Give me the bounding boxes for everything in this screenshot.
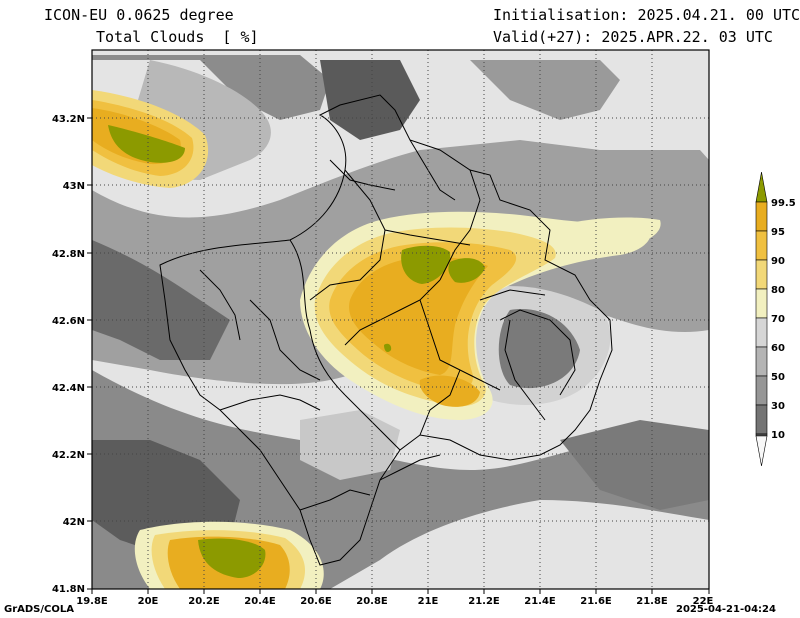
colorbar-swatch [755, 404, 768, 435]
lon-label: 21.2E [468, 596, 500, 607]
lat-label: 42.8N [52, 249, 85, 260]
border-lines [159, 94, 613, 566]
colorbar-level: 80 [771, 285, 785, 296]
colorbar-level: 99.5 [771, 198, 796, 209]
colorbar [755, 171, 768, 467]
lon-label: 20.4E [244, 596, 276, 607]
chart-title: ICON-EU 0.0625 degree [44, 6, 234, 24]
colorbar-swatch [755, 259, 768, 290]
lat-label: 42N [63, 517, 85, 528]
colorbar-level: 50 [771, 372, 785, 383]
colorbar-swatch [755, 317, 768, 348]
lon-label: 20.8E [356, 596, 388, 607]
lon-label: 20.2E [188, 596, 220, 607]
colorbar-swatch [755, 375, 768, 406]
colorbar-bottom-triangle [755, 435, 768, 467]
colorbar-level: 95 [771, 227, 785, 238]
colorbar-swatch [755, 346, 768, 377]
lon-label: 21.6E [580, 596, 612, 607]
colorbar-level: 60 [771, 343, 785, 354]
lon-label: 19.8E [76, 596, 108, 607]
lat-label: 43N [63, 181, 85, 192]
colorbar-level: 30 [771, 401, 785, 412]
lat-label: 43.2N [52, 114, 85, 125]
lon-label: 20.6E [300, 596, 332, 607]
colorbar-swatch [755, 288, 768, 319]
cloud-field [92, 50, 709, 589]
colorbar-level: 90 [771, 256, 785, 267]
variable-label: Total Clouds [ %] [96, 28, 259, 46]
software-credit: GrADS/COLA [4, 604, 74, 615]
lat-label: 42.6N [52, 316, 85, 327]
lon-label: 21.4E [524, 596, 556, 607]
colorbar-swatch [755, 201, 768, 232]
lon-label: 21E [418, 596, 439, 607]
valid-time-label: Valid(+27): 2025.APR.22. 03 UTC [493, 28, 773, 46]
lon-label: 21.8E [636, 596, 668, 607]
lat-label: 42.2N [52, 450, 85, 461]
colorbar-top-triangle [755, 171, 768, 203]
colorbar-level: 70 [771, 314, 785, 325]
colorbar-level: 10 [771, 430, 785, 441]
lat-label: 42.4N [52, 383, 85, 394]
lon-label: 20E [138, 596, 159, 607]
graticule [92, 50, 709, 589]
colorbar-swatch [755, 230, 768, 261]
generation-timestamp: 2025-04-21-04:24 [676, 604, 776, 615]
lat-label: 41.8N [52, 584, 85, 595]
initialisation-label: Initialisation: 2025.04.21. 00 UTC [493, 6, 800, 24]
lon-label: 22E [693, 596, 714, 607]
